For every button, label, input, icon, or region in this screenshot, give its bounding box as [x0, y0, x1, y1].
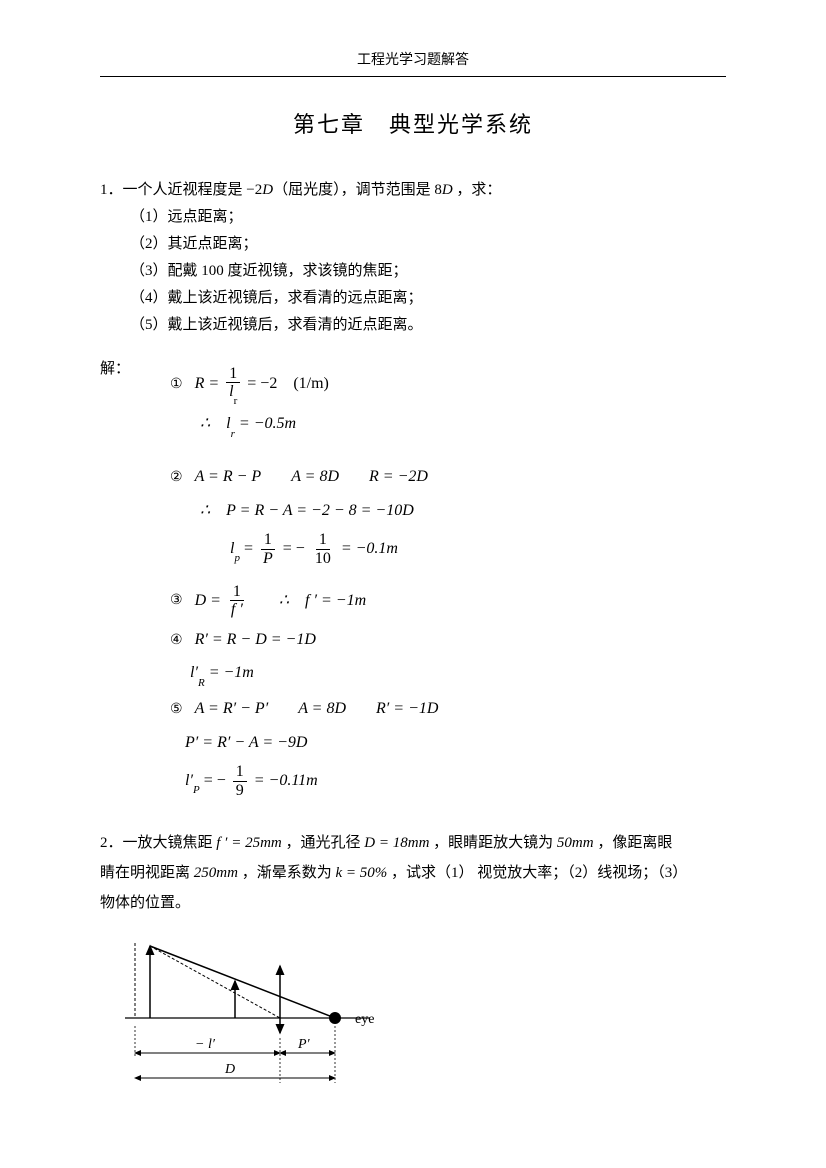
- eq5e-mid: = −: [204, 772, 226, 789]
- eq2b: A = 8D: [291, 464, 339, 490]
- eq-2: ② A = R − P A = 8D R = −2D: [170, 464, 726, 490]
- eq5e-den: 9: [233, 782, 247, 800]
- problem-1: 1．一个人近视程度是 −2D（屈光度），调节范围是 8D ，求： （1）远点距离…: [100, 178, 726, 337]
- eq-4a: ④ R′ = R − D = −1D: [170, 627, 726, 653]
- optics-diagram: eye − l′ P′ D: [120, 938, 726, 1108]
- problem-2: 2．一放大镜焦距 f ′ = 25mm ，通光孔径 D = 18mm ，眼睛距放…: [100, 828, 726, 918]
- p1-intro-mid: （屈光度），调节范围是 8: [273, 182, 442, 198]
- eq3-num: 1: [230, 583, 244, 602]
- p2-t6: ，渐晕系数为: [238, 865, 336, 881]
- p1-intro-after: ，求：: [453, 182, 502, 198]
- eq1b-lhs: ∴ l: [200, 415, 231, 432]
- eq2e-n2: 1: [316, 531, 330, 550]
- eq5d-text: P′ = R′ − A = −9D: [185, 730, 307, 756]
- circ-5: ⑤: [170, 700, 183, 716]
- p1-intro-before: 1．一个人近视程度是 −2: [100, 182, 262, 198]
- eq-1b: ∴ lr = −0.5m: [170, 411, 726, 439]
- eq4b-rhs: = −1m: [209, 664, 254, 681]
- circ-4: ④: [170, 631, 183, 647]
- eq2d-text: ∴ P = R − A = −2 − 8 = −10D: [200, 498, 414, 524]
- eq2e-d1: P: [260, 550, 276, 568]
- p2-dist1: 50mm: [557, 835, 594, 851]
- eq1b-sub: r: [231, 428, 235, 440]
- l-label: − l′: [195, 1037, 216, 1052]
- solution-block: 解： ① R = 1lr = −2 (1/m) ∴ lr = −0.5m ② A…: [100, 357, 726, 808]
- solution-body: ① R = 1lr = −2 (1/m) ∴ lr = −0.5m ② A = …: [170, 357, 726, 808]
- eq5e-lhs: l′: [185, 772, 193, 789]
- eq-4b: l′R = −1m: [170, 660, 726, 688]
- p1-item-3: （3）配戴 100 度近视镜，求该镜的焦距；: [100, 259, 726, 283]
- eq4a-text: R′ = R − D = −1D: [195, 631, 316, 648]
- p2-line3: 物体的位置。: [100, 888, 726, 918]
- p2-line2: 睛在明视距离 250mm ，渐晕系数为 k = 50% ，试求（1） 视觉放大率…: [100, 858, 726, 888]
- eq5a: A = R′ − P′: [195, 700, 269, 717]
- p1-D-2: D: [442, 182, 453, 198]
- p1-item-4: （4）戴上该近视镜后，求看清的远点距离；: [100, 286, 726, 310]
- eq4b-sub: R: [198, 677, 205, 689]
- eq1-rhs: = −2 (1/m): [247, 375, 329, 392]
- p1-item-1: （1）远点距离；: [100, 205, 726, 229]
- eq1-lhs: R =: [195, 375, 220, 392]
- D-label: D: [224, 1062, 235, 1077]
- eq-2d: ∴ P = R − A = −2 − 8 = −10D: [170, 498, 726, 524]
- p2-d: D = 18mm: [364, 835, 429, 851]
- eq2e-d2: 10: [312, 550, 334, 568]
- diagram-svg: eye − l′ P′ D: [120, 938, 420, 1108]
- page-header: 工程光学习题解答: [100, 50, 726, 77]
- eq3-rhs: ∴ f ′ = −1m: [279, 588, 366, 614]
- p1-D-1: D: [262, 182, 273, 198]
- p2-line1: 2．一放大镜焦距 f ′ = 25mm ，通光孔径 D = 18mm ，眼睛距放…: [100, 828, 726, 858]
- eq1-num: 1: [226, 365, 240, 384]
- p2-dist2: 250mm: [194, 865, 238, 881]
- eq2e-rhs: = −0.1m: [341, 540, 398, 557]
- circ-3: ③: [170, 591, 183, 607]
- circ-1: ①: [170, 375, 183, 391]
- eq2c: R = −2D: [369, 464, 428, 490]
- p2-k: k = 50%: [335, 865, 387, 881]
- eq-5e: l′P = − 19 = −0.11m: [170, 763, 726, 799]
- eq-1: ① R = 1lr = −2 (1/m): [170, 365, 726, 404]
- eq5e-sub: P: [193, 784, 200, 796]
- eq2e-sub: p: [234, 552, 240, 564]
- p2-t1: 2．一放大镜焦距: [100, 835, 216, 851]
- eq-2e: lp = 1P = − 110 = −0.1m: [170, 531, 726, 567]
- eq1-den-sub: r: [234, 395, 238, 407]
- eq-5: ⑤ A = R′ − P′ A = 8D R′ = −1D: [170, 696, 726, 722]
- eq-5d: P′ = R′ − A = −9D: [170, 730, 726, 756]
- p2-f: f ′ = 25mm: [216, 835, 282, 851]
- eq4b-lhs: l′: [190, 664, 198, 681]
- eq2e-mid: =: [244, 540, 253, 557]
- p2-t7: ，试求（1） 视觉放大率；（2）线视场；（3）: [387, 865, 687, 881]
- p2-t4: ，像距离眼: [594, 835, 673, 851]
- eq5c: R′ = −1D: [376, 696, 438, 722]
- eq2e-eq: = −: [283, 540, 305, 557]
- circ-2: ②: [170, 468, 183, 484]
- eq2e-n1: 1: [261, 531, 275, 550]
- p1-item-5: （5）戴上该近视镜后，求看清的近点距离。: [100, 313, 726, 337]
- p-label: P′: [297, 1037, 311, 1052]
- eq3-lhs: D =: [195, 591, 221, 608]
- problem-1-intro: 1．一个人近视程度是 −2D（屈光度），调节范围是 8D ，求：: [100, 178, 726, 202]
- eq5e-rhs: = −0.11m: [254, 772, 318, 789]
- eq1b-rhs: = −0.5m: [239, 415, 296, 432]
- eq2a: A = R − P: [195, 468, 262, 485]
- eq5e-num: 1: [233, 763, 247, 782]
- eq5b: A = 8D: [298, 696, 346, 722]
- p2-t2: ，通光孔径: [282, 835, 365, 851]
- solution-label: 解：: [100, 357, 170, 381]
- p2-t3: ，眼睛距放大镜为: [429, 835, 557, 851]
- eye-label: eye: [355, 1012, 374, 1027]
- p1-item-2: （2）其近点距离；: [100, 232, 726, 256]
- chapter-title: 第七章 典型光学系统: [100, 107, 726, 142]
- p2-t5: 睛在明视距离: [100, 865, 194, 881]
- eq1-den: l: [229, 383, 233, 400]
- eq-3: ③ D = 1f ′ ∴ f ′ = −1m: [170, 583, 726, 619]
- eq3-den: f ′: [228, 601, 246, 619]
